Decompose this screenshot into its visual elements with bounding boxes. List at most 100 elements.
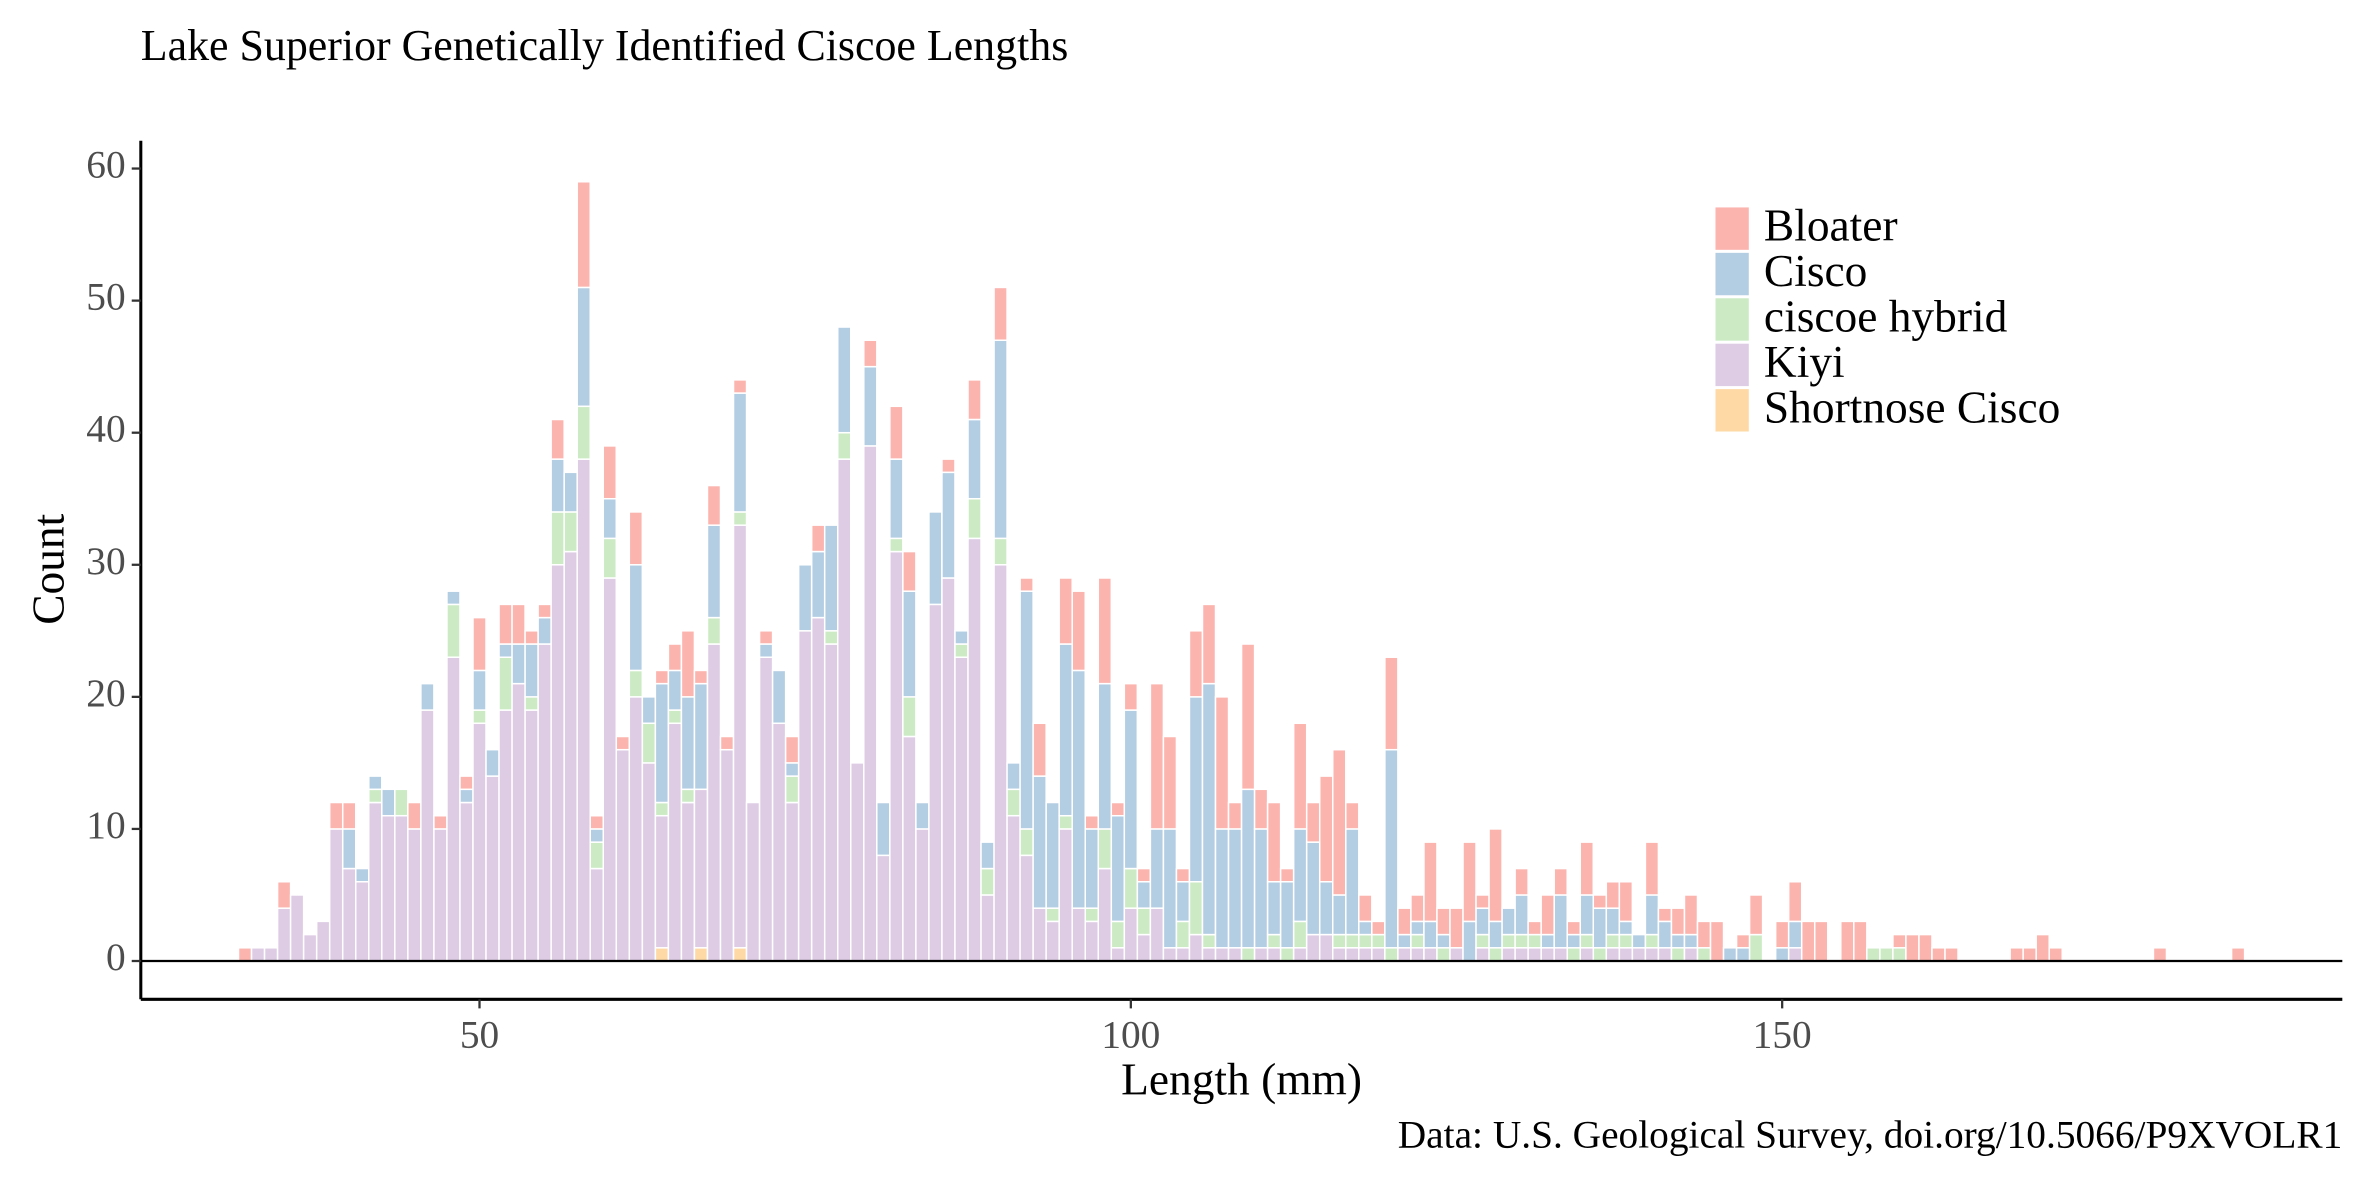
bar-segment xyxy=(980,894,995,962)
bar-segment xyxy=(1019,854,1034,962)
bar-segment xyxy=(823,643,839,962)
bar-segment xyxy=(797,564,813,632)
bar-segment xyxy=(1266,801,1282,883)
legend-swatch xyxy=(1715,207,1749,250)
bar-segment xyxy=(1136,881,1152,909)
bar-segment xyxy=(1644,947,1660,962)
bar-segment xyxy=(1240,643,1256,791)
bar-segment xyxy=(524,696,539,711)
bar-segment xyxy=(1397,933,1412,949)
bar-segment xyxy=(1253,828,1269,949)
bar-segment xyxy=(1618,933,1634,949)
bar-segment xyxy=(563,471,578,513)
bar-segment xyxy=(1175,947,1191,962)
bar-segment xyxy=(1683,933,1699,949)
bar-segment xyxy=(1006,788,1021,817)
bar-segment xyxy=(1866,947,1881,962)
bar-segment xyxy=(1423,841,1438,923)
bar-segment xyxy=(1345,828,1360,936)
bar-segment xyxy=(1501,907,1516,936)
bar-segment xyxy=(1188,696,1204,883)
bar-segment xyxy=(1410,933,1425,949)
bar-segment xyxy=(1358,920,1373,936)
bar-segment xyxy=(1097,577,1113,685)
bar-segment xyxy=(1149,682,1165,830)
bar-segment xyxy=(680,696,696,791)
y-tick-label: 60 xyxy=(86,143,125,187)
bar-segment xyxy=(615,735,631,751)
bar-segment xyxy=(1540,894,1555,936)
bar-segment xyxy=(472,616,487,672)
bar-segment xyxy=(1292,722,1308,830)
bar-segment xyxy=(1462,841,1477,923)
bar-segment xyxy=(1032,907,1047,962)
bar-segment xyxy=(706,524,722,619)
bar-segment xyxy=(1188,881,1204,936)
bar-segment xyxy=(446,590,461,606)
bar-segment xyxy=(1253,947,1269,962)
bar-segment xyxy=(1331,748,1347,896)
bar-segment xyxy=(654,947,670,962)
bar-segment xyxy=(1618,881,1634,923)
bar-segment xyxy=(706,484,722,526)
bar-segment xyxy=(863,445,878,962)
bar-segment xyxy=(889,458,904,540)
bar-segment xyxy=(1019,590,1034,830)
bar-segment xyxy=(941,458,956,474)
bar-segment xyxy=(589,828,605,843)
legend-label: Shortnose Cisco xyxy=(1764,382,2060,432)
bar-segment xyxy=(1136,867,1152,883)
bar-segment xyxy=(1892,933,1907,949)
bar-segment xyxy=(498,603,513,645)
bar-segment xyxy=(341,867,357,962)
y-tick-label: 0 xyxy=(106,935,126,979)
bar-segment xyxy=(1449,907,1464,949)
bar-segment xyxy=(1358,894,1373,923)
bar-segment xyxy=(1318,881,1334,936)
bar-segment xyxy=(381,814,396,962)
bar-segment xyxy=(954,643,969,658)
bar-segment xyxy=(1279,881,1295,949)
bar-segment xyxy=(1084,814,1100,830)
bar-segment xyxy=(784,801,800,962)
bar-segment xyxy=(1566,933,1582,949)
bar-segment xyxy=(1384,947,1399,962)
bar-segment xyxy=(1527,920,1542,936)
bar-segment xyxy=(1410,894,1425,923)
bar-segment xyxy=(810,524,826,553)
bar-segment xyxy=(2009,947,2024,962)
bar-segment xyxy=(537,603,552,619)
bar-segment xyxy=(902,735,917,962)
bar-segment xyxy=(1813,920,1829,962)
bar-segment xyxy=(602,577,618,962)
bar-segment xyxy=(550,564,565,962)
bar-segment xyxy=(1774,947,1790,962)
bar-segment xyxy=(576,286,591,408)
bar-segment xyxy=(719,748,735,962)
bar-segment xyxy=(1787,881,1803,923)
bar-segment xyxy=(472,722,487,962)
bar-segment xyxy=(420,709,435,962)
bar-segment xyxy=(1240,788,1256,949)
bar-segment xyxy=(1279,947,1295,962)
bar-segment xyxy=(836,431,852,460)
bar-segment xyxy=(1918,933,1933,962)
bar-segment xyxy=(1709,920,1725,962)
bar-segment xyxy=(797,630,813,962)
legend-label: Kiyi xyxy=(1764,337,1845,387)
bar-segment xyxy=(1045,907,1060,923)
bar-segment xyxy=(993,339,1008,540)
bar-segment xyxy=(589,867,605,962)
bar-segment xyxy=(1384,656,1399,751)
bar-segment xyxy=(954,656,969,962)
bar-segment xyxy=(420,682,435,711)
bar-segment xyxy=(1735,947,1751,962)
bar-segment xyxy=(472,669,487,711)
bar-segment xyxy=(1123,682,1139,711)
bar-segment xyxy=(1201,682,1217,936)
bar-segment xyxy=(263,947,279,962)
bar-segment xyxy=(667,709,683,725)
bar-segment xyxy=(1371,920,1386,936)
bar-segment xyxy=(1787,947,1803,962)
